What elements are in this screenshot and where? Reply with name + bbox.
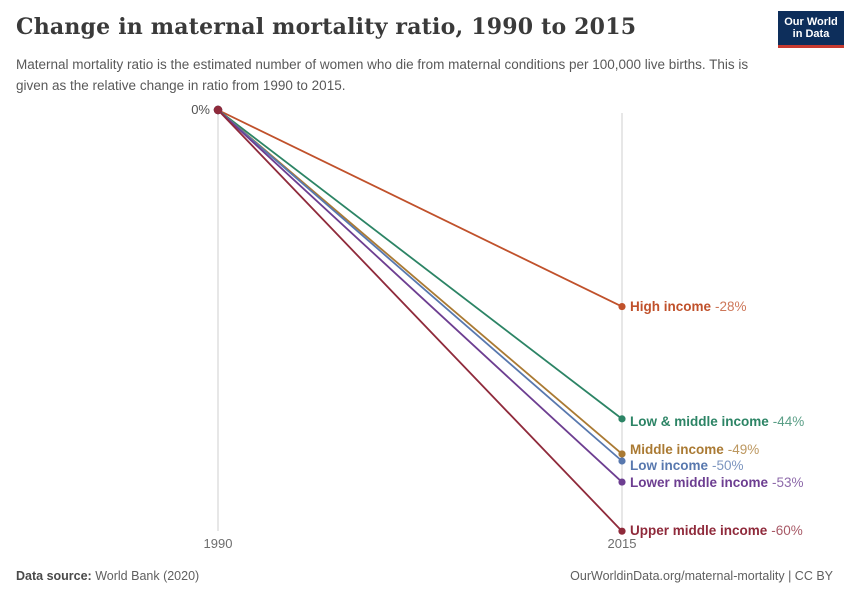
series-label-lower-middle-income[interactable]: Lower middle income -53% <box>630 475 804 491</box>
series-name: Lower middle income <box>630 475 769 491</box>
slope-line-lower-middle-income[interactable] <box>217 109 623 483</box>
series-label-high-income[interactable]: High income -28% <box>630 299 747 315</box>
series-label-upper-middle-income[interactable]: Upper middle income -60% <box>630 523 803 539</box>
end-point-middle-income[interactable] <box>618 450 626 458</box>
slope-line-low-income[interactable] <box>217 109 623 462</box>
end-point-low-income[interactable] <box>618 457 626 465</box>
owid-logo[interactable]: Our World in Data <box>778 11 844 48</box>
slope-line-low-middle-income[interactable] <box>217 109 623 420</box>
page-title: Change in maternal mortality ratio, 1990… <box>16 14 637 40</box>
series-label-middle-income[interactable]: Middle income -49% <box>630 442 759 458</box>
series-name: High income <box>630 298 712 314</box>
owid-logo-line2: in Data <box>792 28 830 40</box>
end-point-lower-middle-income[interactable] <box>618 478 626 486</box>
series-name: Middle income <box>630 441 724 457</box>
data-source-label: Data source: <box>16 569 92 583</box>
series-label-low-middle-income[interactable]: Low & middle income -44% <box>630 414 804 430</box>
series-value: -50% <box>712 458 744 473</box>
series-value: -60% <box>771 523 803 539</box>
owid-logo-line1: Our World <box>784 15 838 28</box>
y-axis-zero-tick: 0% <box>191 102 210 117</box>
series-value: -44% <box>772 413 805 429</box>
data-source-value: World Bank (2020) <box>95 569 200 583</box>
start-point-upper-middle-income[interactable] <box>213 105 223 115</box>
series-name: Low & middle income <box>630 413 769 429</box>
series-name: Upper middle income <box>630 523 768 539</box>
end-point-high-income[interactable] <box>618 302 626 311</box>
slope-line-high-income[interactable] <box>217 109 623 308</box>
series-value: -28% <box>715 298 747 314</box>
end-point-upper-middle-income[interactable] <box>618 527 626 535</box>
series-label-low-income[interactable]: Low income -50% <box>630 458 744 474</box>
x-axis-label-2015: 2015 <box>607 536 637 551</box>
series-value: -53% <box>772 475 804 491</box>
page-subtitle: Maternal mortality ratio is the estimate… <box>16 57 749 93</box>
series-value: -49% <box>727 441 760 457</box>
license-link[interactable]: OurWorldinData.org/maternal-mortality | … <box>570 569 833 583</box>
x-axis-label-1990: 1990 <box>203 536 233 551</box>
data-source-note: Data source: World Bank (2020) <box>16 569 199 583</box>
series-name: Low income <box>630 458 709 473</box>
slope-line-upper-middle-income[interactable] <box>217 109 623 532</box>
end-point-low-middle-income[interactable] <box>618 415 626 423</box>
